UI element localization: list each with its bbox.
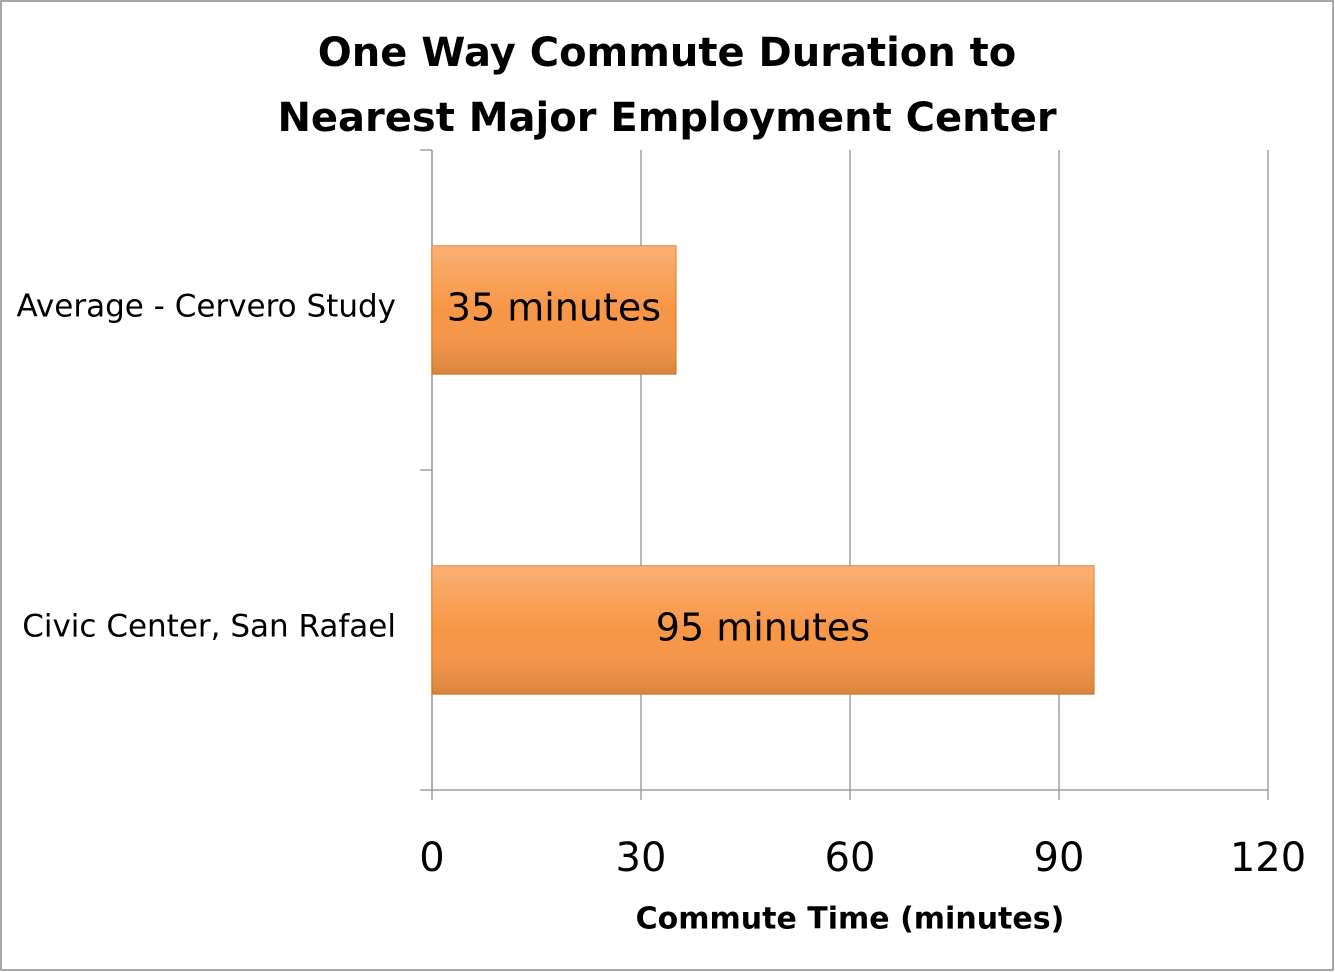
bar-shade [432,566,1094,694]
y-tick-label: Civic Center, San Rafael [22,609,396,645]
x-tick-label: 0 [419,835,444,881]
chart-title: One Way Commute Duration to [318,30,1017,76]
x-tick-label: 90 [1034,835,1085,881]
x-tick-label: 60 [825,835,876,881]
y-tick-label: Average - Cervero Study [17,289,396,325]
data-label: 35 minutes [447,286,661,330]
data-label: 95 minutes [656,606,870,650]
bar-shade [432,246,676,374]
x-axis-label: Commute Time (minutes) [636,902,1065,937]
x-tick-label: 30 [616,835,667,881]
chart-title: Nearest Major Employment Center [277,95,1056,141]
x-tick-label: 120 [1230,835,1306,881]
